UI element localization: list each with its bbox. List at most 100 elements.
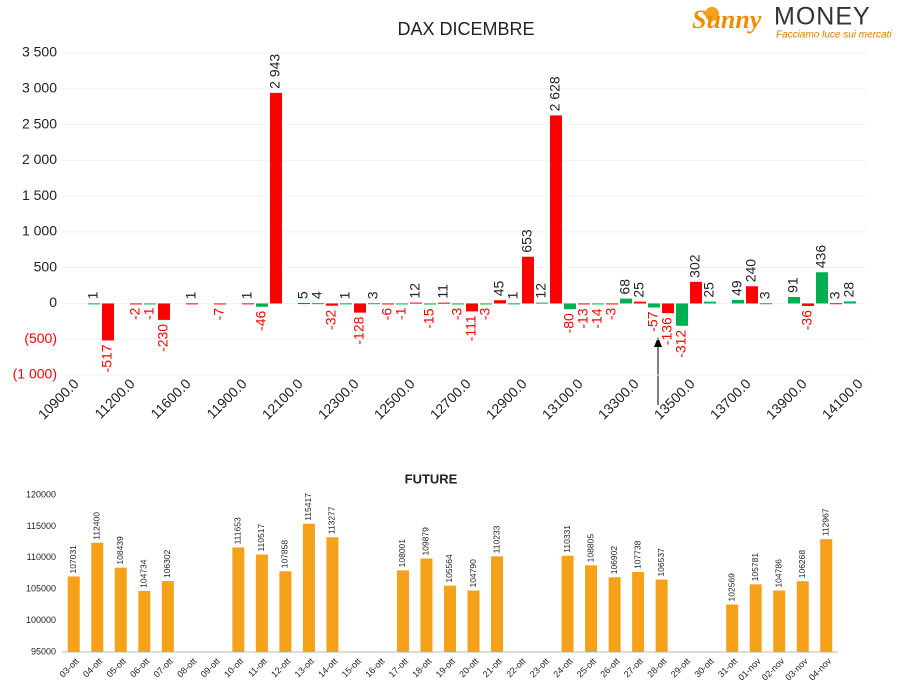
x-tick-label: 08-ott (175, 656, 199, 680)
x-tick-label: 06-ott (128, 656, 152, 680)
x-tick-label: 12300.0 (315, 375, 362, 422)
x-tick-label: 10-ott (222, 656, 246, 680)
data-label: -2 (127, 307, 143, 320)
bar (67, 576, 80, 652)
data-label: 110517 (256, 524, 266, 552)
x-tick-label: 12700.0 (427, 375, 474, 422)
x-tick-label: 01-nov (736, 656, 763, 683)
data-label: 112400 (92, 512, 102, 540)
x-tick-label: 23-ott (528, 656, 552, 680)
y-tick-label: (1 000) (13, 366, 57, 382)
bar (592, 303, 604, 305)
x-tick-label: 21-ott (481, 656, 505, 680)
logo-brand: MONEY (774, 3, 871, 31)
bar (255, 554, 268, 652)
arrow-head (654, 337, 662, 347)
bar (452, 303, 464, 305)
bar (606, 303, 618, 305)
data-label: 110331 (562, 525, 572, 553)
logo-brand: Sunny (692, 5, 762, 34)
data-label: 106268 (797, 550, 807, 579)
bar (242, 303, 254, 305)
bar (114, 567, 127, 652)
bar (662, 303, 674, 314)
data-label: 111653 (233, 517, 243, 544)
data-label: -80 (561, 313, 577, 333)
data-label: 1 (85, 291, 101, 299)
bar (312, 303, 324, 305)
x-tick-label: 04-nov (807, 656, 834, 683)
x-tick-label: 13-ott (293, 656, 317, 680)
bar (690, 281, 702, 304)
y-tick-label: 2 000 (22, 151, 57, 167)
y-tick-label: 105000 (26, 584, 56, 594)
logo: Sunny MONEY Facciamo luce sui mercati (692, 3, 892, 41)
data-label: 104786 (773, 559, 783, 588)
bar (298, 303, 310, 305)
bar (102, 303, 114, 341)
x-tick-label: 13300.0 (595, 375, 642, 422)
bar (144, 303, 156, 305)
bar (354, 303, 366, 313)
data-label: 2 628 (547, 76, 563, 111)
bar (466, 303, 478, 312)
bar (424, 303, 436, 305)
y-tick-label: 0 (49, 294, 57, 310)
data-label: -13 (575, 308, 591, 328)
x-tick-label: 18-ott (410, 656, 434, 680)
data-label: 28 (841, 282, 857, 298)
data-label: 653 (519, 229, 535, 253)
data-label: -6 (379, 308, 395, 321)
data-label: -312 (673, 330, 689, 358)
y-tick-label: 1 500 (22, 187, 57, 203)
x-tick-label: 03-ott (58, 656, 82, 680)
bar (802, 303, 814, 307)
annotation-arrow (654, 337, 662, 405)
y-tick-label: (500) (24, 330, 57, 346)
bar (844, 301, 856, 304)
bar (620, 298, 632, 304)
bar (138, 590, 151, 652)
data-label: 108805 (585, 534, 595, 563)
x-tick-label: 05-ott (105, 656, 129, 680)
logo-sun (705, 7, 719, 21)
bar (536, 302, 548, 304)
logo-tagline: Facciamo luce sui mercati (776, 30, 892, 41)
bar (746, 286, 758, 304)
data-label: 105564 (444, 554, 454, 583)
bar (749, 584, 762, 652)
x-tick-label: 14100.0 (819, 375, 866, 422)
x-tick-label: 12-ott (269, 656, 293, 680)
data-label: 68 (617, 279, 633, 295)
data-label: 4 (309, 291, 325, 299)
x-tick-label: 02-nov (760, 656, 787, 683)
data-label: 1 (183, 291, 199, 299)
data-label: 3 (827, 291, 843, 299)
bar (368, 303, 380, 305)
x-tick-label: 16-ott (363, 656, 387, 680)
data-label: -14 (589, 308, 605, 328)
x-tick-label: 11200.0 (91, 375, 138, 422)
data-label: 49 (729, 280, 745, 296)
x-tick-label: 12100.0 (259, 375, 306, 422)
y-tick-label: 3 000 (22, 79, 57, 95)
bar (410, 302, 422, 304)
bar (760, 303, 772, 305)
bar (438, 302, 450, 304)
data-label: -230 (155, 324, 171, 352)
data-label: 25 (701, 282, 717, 298)
data-label: 113277 (327, 506, 337, 534)
bar (326, 303, 338, 306)
x-tick-label: 03-nov (783, 656, 810, 683)
bar (326, 537, 339, 652)
data-label: -3 (449, 307, 465, 320)
y-tick-label: 95000 (31, 646, 56, 656)
data-label: -1 (141, 307, 157, 320)
bar (232, 547, 245, 652)
y-tick-label: 500 (34, 258, 58, 274)
bar (820, 539, 833, 652)
x-tick-label: 14-ott (316, 656, 340, 680)
data-label: 109879 (421, 527, 431, 556)
bar (564, 303, 576, 310)
data-label: -3 (477, 307, 493, 320)
